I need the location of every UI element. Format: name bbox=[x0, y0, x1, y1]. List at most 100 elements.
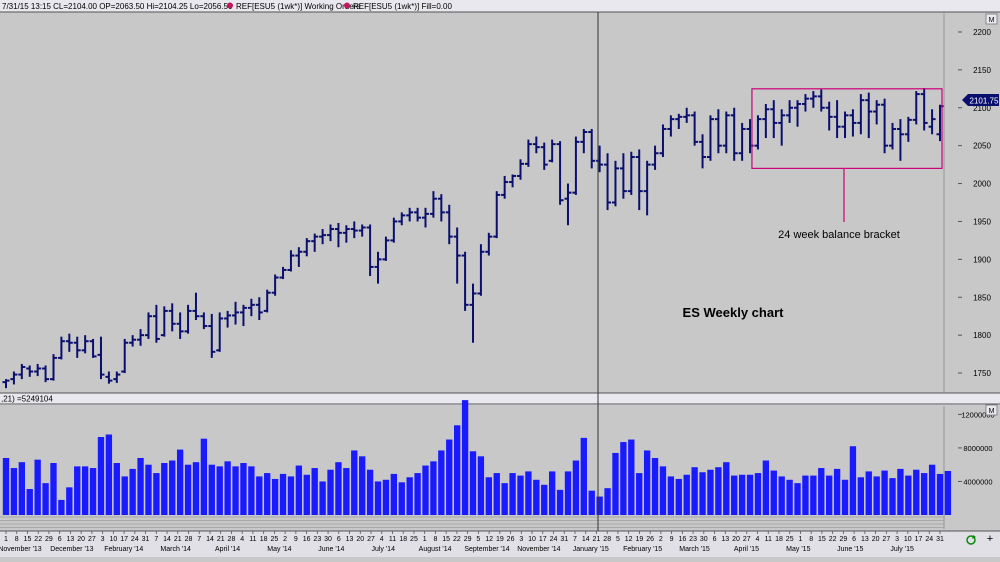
date-day-label: 22 bbox=[829, 536, 837, 543]
volume-bar bbox=[485, 477, 492, 515]
volume-bar bbox=[675, 478, 682, 515]
volume-bar bbox=[604, 488, 611, 515]
volume-bar bbox=[113, 463, 120, 515]
date-day-label: 20 bbox=[732, 536, 740, 543]
volume-tick-label: 8000000 bbox=[963, 444, 992, 453]
price-bar bbox=[619, 153, 627, 199]
price-bar bbox=[160, 306, 168, 337]
date-day-label: 2 bbox=[283, 536, 287, 543]
price-bar bbox=[501, 175, 509, 199]
price-bar bbox=[801, 94, 809, 112]
volume-bar bbox=[26, 489, 33, 515]
date-month-label: April '15 bbox=[734, 546, 759, 553]
volume-bar bbox=[691, 467, 698, 515]
add-pane-icon[interactable]: + bbox=[987, 533, 993, 545]
date-day-label: 18 bbox=[399, 536, 407, 543]
date-day-label: 14 bbox=[163, 536, 171, 543]
price-bar bbox=[889, 122, 897, 150]
volume-bar bbox=[667, 476, 675, 515]
volume-bar bbox=[461, 400, 469, 515]
price-pane[interactable] bbox=[2, 88, 944, 389]
date-day-label: 3 bbox=[101, 536, 105, 543]
price-bar bbox=[683, 107, 691, 123]
volume-bar bbox=[588, 490, 595, 515]
price-axis: 1750 1800 1850 1900 1950 2000 2050 2100 2150 2200 bbox=[943, 13, 991, 392]
date-day-label: 22 bbox=[453, 536, 461, 543]
svg-text:M: M bbox=[989, 408, 995, 415]
date-day-label: 13 bbox=[721, 536, 729, 543]
volume-bar bbox=[778, 476, 785, 515]
price-bar bbox=[121, 338, 129, 374]
date-day-label: 21 bbox=[217, 536, 225, 543]
volume-bar bbox=[311, 468, 318, 515]
date-month-label: March '14 bbox=[160, 546, 191, 553]
volume-bar bbox=[541, 484, 548, 515]
price-bar bbox=[279, 266, 287, 280]
price-bar bbox=[445, 204, 453, 245]
volume-bar bbox=[525, 471, 532, 515]
date-day-label: 19 bbox=[636, 536, 644, 543]
date-day-label: 19 bbox=[496, 536, 504, 543]
price-bar bbox=[342, 225, 350, 243]
date-day-label: 5 bbox=[616, 536, 620, 543]
price-bar bbox=[904, 116, 912, 142]
date-day-label: 9 bbox=[670, 536, 674, 543]
volume-bar bbox=[414, 473, 421, 515]
volume-bar bbox=[715, 467, 722, 515]
refresh-icon[interactable] bbox=[966, 535, 976, 545]
volume-bar bbox=[390, 473, 398, 515]
volume-bar bbox=[738, 474, 746, 515]
volume-bar bbox=[628, 439, 635, 515]
date-month-label: February '14 bbox=[104, 546, 143, 553]
price-tick-label: 1900 bbox=[973, 255, 991, 264]
price-bar bbox=[896, 119, 904, 161]
price-bar bbox=[216, 312, 224, 352]
volume-bar bbox=[10, 468, 18, 515]
volume-maximize-button[interactable]: M bbox=[985, 404, 998, 416]
volume-bar bbox=[216, 466, 223, 515]
volume-bar bbox=[905, 475, 912, 515]
volume-bar bbox=[248, 466, 255, 515]
volume-bar bbox=[58, 499, 65, 515]
price-bar bbox=[311, 233, 319, 252]
volume-pane[interactable] bbox=[0, 400, 952, 528]
price-bar bbox=[42, 365, 50, 383]
volume-bar bbox=[944, 470, 952, 515]
volume-bar bbox=[810, 475, 817, 515]
price-bar bbox=[422, 207, 430, 228]
volume-bar bbox=[564, 471, 572, 515]
price-tick-label: 2000 bbox=[973, 180, 991, 189]
volume-tick-label: 4000000 bbox=[963, 477, 992, 486]
price-bar bbox=[524, 139, 532, 167]
date-day-label: 4 bbox=[380, 536, 384, 543]
price-tick-label: 2150 bbox=[973, 66, 991, 75]
price-bar bbox=[144, 312, 152, 339]
volume-bar bbox=[707, 469, 714, 515]
date-day-label: 17 bbox=[120, 536, 128, 543]
date-day-label: 11 bbox=[389, 536, 396, 543]
date-day-label: 31 bbox=[936, 536, 944, 543]
date-day-label: 13 bbox=[346, 536, 354, 543]
volume-bar bbox=[240, 463, 247, 515]
date-day-label: 6 bbox=[852, 536, 856, 543]
date-day-label: 6 bbox=[337, 536, 341, 543]
price-bar bbox=[247, 298, 255, 317]
date-day-label: 10 bbox=[904, 536, 912, 543]
date-day-label: 10 bbox=[109, 536, 117, 543]
volume-bar bbox=[438, 450, 445, 515]
price-bar bbox=[453, 227, 461, 284]
date-day-label: 31 bbox=[142, 536, 150, 543]
last-price-value: 2101.75 bbox=[970, 97, 999, 106]
volume-bar bbox=[881, 470, 888, 515]
date-month-label: September '14 bbox=[464, 546, 509, 553]
volume-bar bbox=[802, 475, 809, 515]
date-day-label: 30 bbox=[700, 536, 708, 543]
date-day-label: 28 bbox=[228, 536, 236, 543]
date-day-label: 4 bbox=[240, 536, 244, 543]
price-bar bbox=[73, 336, 81, 358]
fill-marker-icon bbox=[344, 2, 350, 9]
price-bar bbox=[643, 160, 651, 216]
price-maximize-button[interactable]: M bbox=[985, 13, 998, 25]
date-day-label: 29 bbox=[839, 536, 847, 543]
